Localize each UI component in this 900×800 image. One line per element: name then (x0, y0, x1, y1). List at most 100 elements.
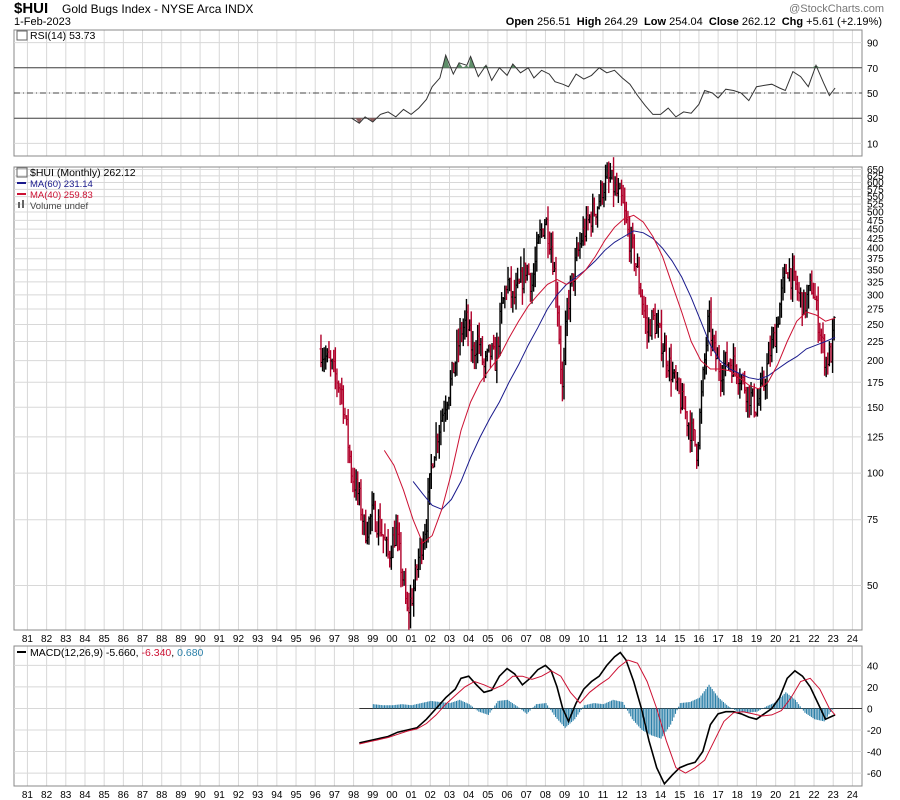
macd-histogram-bar (513, 704, 515, 709)
x-tick-label: 15 (674, 790, 686, 800)
x-tick-label: 10 (578, 790, 590, 800)
macd-histogram-bar (385, 705, 387, 709)
macd-histogram-bar (758, 708, 760, 711)
macd-histogram-bar (662, 708, 664, 737)
macd-histogram-bar (796, 702, 798, 709)
macd-histogram-bar (754, 708, 756, 712)
x-tick-label: 95 (290, 790, 302, 800)
open-value: 256.51 (536, 16, 571, 28)
price-tick-label: 375 (867, 254, 884, 265)
macd-histogram-bar (791, 697, 793, 709)
macd-histogram-bar (590, 703, 592, 709)
macd-histogram-bar (706, 686, 709, 709)
price-tick-label: 600 (867, 178, 884, 189)
macd-histogram-bar (748, 708, 750, 713)
x-tick-label: 18 (732, 790, 744, 800)
macd-histogram-bar (606, 702, 608, 709)
macd-histogram-bar (780, 697, 782, 709)
rsi-tick-label: 90 (867, 39, 879, 50)
macd-histogram-bar (649, 708, 651, 735)
macd-histogram-bar (614, 700, 616, 709)
brand-logo-text[interactable]: @StockCharts.com (789, 3, 884, 15)
macd-histogram-bar (814, 708, 816, 720)
macd-histogram-bar (462, 701, 464, 709)
chg-label: Chg (781, 16, 804, 28)
x-tick-label: 89 (175, 790, 187, 800)
macd-histogram-bar (515, 705, 517, 709)
macd-histogram-bar (518, 707, 520, 709)
macd-histogram-bar (630, 708, 632, 717)
x-tick-label: 98 (348, 634, 360, 645)
price-tick-label: 325 (867, 277, 884, 288)
macd-histogram-bar (511, 703, 513, 709)
macd-tick-label: -20 (867, 726, 882, 737)
price-tick-label: 650 (867, 165, 884, 176)
macd-histogram-bar (762, 708, 764, 709)
x-tick-label: 96 (310, 790, 322, 800)
macd-histogram-bar (523, 708, 525, 712)
macd-histogram-bar (636, 708, 638, 725)
macd-histogram-bar (391, 705, 394, 709)
macd-histogram-bar (444, 702, 446, 709)
price-tick-label: 250 (867, 320, 884, 331)
rsi-overbought-fill (442, 55, 450, 68)
macd-histogram-bar (441, 702, 443, 709)
macd-histogram-bar (583, 705, 585, 709)
macd-histogram-bar (615, 700, 617, 709)
macd-histogram-bar (579, 708, 581, 713)
macd-histogram-bar (745, 708, 747, 713)
macd-histogram-bar (436, 701, 438, 709)
macd-histogram-bar (793, 698, 795, 709)
macd-histogram-bar (377, 704, 379, 709)
rsi-overbought-fill (468, 56, 475, 68)
macd-histogram-bar (521, 708, 523, 711)
macd-histogram-bar (465, 702, 467, 709)
macd-histogram-bar (798, 704, 800, 709)
macd-histogram-bar (673, 708, 675, 718)
macd-line (359, 651, 836, 786)
x-tick-label: 88 (156, 790, 168, 800)
x-tick-label: 06 (502, 790, 514, 800)
macd-histogram-bar (423, 702, 426, 709)
macd-histogram-bar (433, 701, 435, 709)
macd-histogram-bar (492, 707, 494, 709)
macd-histogram-bar (610, 700, 613, 709)
macd-histogram-bar (598, 703, 600, 709)
price-tick-label: 525 (867, 200, 884, 211)
macd-histogram-bar (535, 704, 537, 709)
macd-histogram-bar (507, 699, 509, 709)
macd-histogram-bar (487, 708, 489, 715)
signal-line (359, 659, 836, 774)
macd-histogram-bar (428, 701, 430, 709)
macd-histogram-bar (585, 704, 587, 709)
macd-histogram-bar (567, 708, 569, 725)
macd-histogram-bar (446, 702, 448, 709)
x-tick-label: 08 (540, 790, 552, 800)
x-tick-label: 20 (770, 634, 782, 645)
x-tick-label: 89 (175, 634, 187, 645)
macd-histogram-bar (650, 708, 653, 736)
macd-histogram-bar (761, 708, 763, 709)
macd-histogram-bar (539, 703, 541, 709)
close-value: 262.12 (741, 16, 776, 28)
x-tick-label: 17 (713, 790, 725, 800)
price-legend-icon (16, 167, 28, 178)
macd-histogram-bar (420, 703, 422, 709)
macd-histogram-bar (778, 698, 780, 709)
macd-histogram-bar (626, 708, 629, 711)
macd-histogram-bar (742, 708, 744, 713)
macd-histogram-bar (601, 703, 603, 709)
macd-histogram-bar (770, 704, 772, 709)
x-tick-label: 13 (636, 634, 648, 645)
volume-legend-swatch (22, 200, 24, 208)
macd-histogram-bar (726, 704, 728, 709)
macd-histogram-bar (459, 699, 461, 709)
macd-histogram-bar (655, 708, 657, 737)
macd-histogram-bar (678, 706, 680, 709)
macd-histogram-bar (737, 708, 739, 712)
x-tick-label: 92 (233, 790, 245, 800)
x-tick-label: 90 (195, 634, 207, 645)
macd-histogram-bar (419, 703, 421, 709)
rsi-legend: RSI(14) 53.73 (30, 30, 96, 42)
